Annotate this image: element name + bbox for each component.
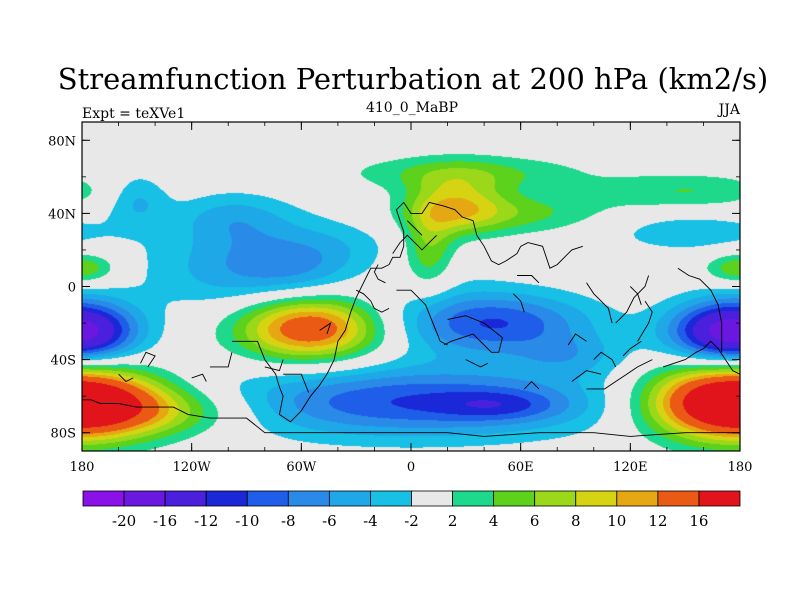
coastline <box>586 282 613 324</box>
colorbar-box <box>287 490 330 507</box>
coastline <box>443 315 503 353</box>
x-tick-label: 0 <box>407 460 415 475</box>
colorbar-label: 6 <box>530 512 540 530</box>
center-string: 410_0_MaBP <box>366 100 458 116</box>
coastline <box>567 333 587 346</box>
coastline <box>191 373 207 382</box>
x-tick-label: 180 <box>728 460 753 475</box>
plot-title: Streamfunction Perturbation at 200 hPa (… <box>58 62 768 96</box>
coastline <box>663 340 741 375</box>
colorbar-label: -8 <box>281 512 296 530</box>
coastline <box>593 351 617 368</box>
colorbar-box <box>493 490 536 507</box>
coastline <box>517 275 540 284</box>
coastline <box>231 201 583 423</box>
colorbar-label: 12 <box>648 512 667 530</box>
coastline <box>283 373 310 393</box>
streamfunction-field <box>82 122 740 451</box>
colorbar-box <box>205 490 248 507</box>
x-tick-label: 120W <box>173 460 212 475</box>
coastline <box>356 289 390 313</box>
map-panel <box>81 121 741 452</box>
coastline <box>140 351 156 368</box>
colorbar-label: -6 <box>322 512 337 530</box>
colorbar-label: -20 <box>112 512 136 530</box>
x-tick-label: 180 <box>70 460 95 475</box>
y-tick-label: 0 <box>68 281 76 296</box>
colorbar-label: -12 <box>194 512 218 530</box>
coastline <box>406 220 423 236</box>
coastline <box>82 399 740 437</box>
coastline <box>615 275 650 324</box>
coastline <box>264 359 284 372</box>
y-tick-label: 40N <box>48 207 76 222</box>
colorbar-box <box>82 490 125 507</box>
coastline <box>629 286 642 305</box>
right-string: JJA <box>717 102 741 118</box>
colorbar-label: -2 <box>404 512 419 530</box>
colorbar-label: 4 <box>489 512 499 530</box>
x-tick-label: 120E <box>613 460 647 475</box>
colorbar-box <box>328 490 371 507</box>
colorbar-box <box>698 490 741 507</box>
coastline <box>513 293 525 313</box>
coastline <box>396 289 448 346</box>
coastline <box>523 380 540 390</box>
y-tick-label: 40S <box>51 354 76 369</box>
left-string: Expt = teXVe1 <box>82 106 185 122</box>
colorbar-box <box>616 490 659 507</box>
colorbar-label: 2 <box>448 512 458 530</box>
coastline <box>465 359 488 368</box>
coastline <box>637 300 653 342</box>
colorbar-label: 16 <box>689 512 708 530</box>
coastline <box>586 359 653 390</box>
x-axis: 180 120W 60W 0 60E 120E 180 <box>70 122 753 475</box>
coastlines <box>82 201 741 437</box>
colorbar-box <box>657 490 700 507</box>
colorbar: -20 -16 -12 -10 -8 -6 -4 -2 2 4 6 8 10 12 16 <box>82 490 741 530</box>
coastline <box>677 267 723 353</box>
colorbar-box <box>575 490 618 507</box>
coastline <box>571 370 602 382</box>
colorbar-label: -10 <box>235 512 259 530</box>
colorbar-box <box>452 490 495 507</box>
coastline <box>319 321 332 335</box>
colorbar-box <box>534 490 577 507</box>
coastline <box>392 234 437 254</box>
colorbar-box <box>411 490 453 507</box>
coastline <box>622 340 642 357</box>
colorbar-box <box>246 490 289 507</box>
coastline <box>373 264 386 284</box>
x-tick-label: 60W <box>286 460 317 475</box>
x-tick-label: 60E <box>508 460 534 475</box>
colorbar-label: -16 <box>153 512 177 530</box>
coastline <box>118 373 134 383</box>
colorbar-box <box>164 490 207 507</box>
colorbar-box <box>123 490 166 507</box>
colorbar-label: 8 <box>571 512 581 530</box>
coastline <box>209 352 233 368</box>
y-axis: 80N 40N 0 40S 80S <box>48 134 740 442</box>
colorbar-label: 10 <box>607 512 626 530</box>
y-tick-label: 80S <box>51 427 76 442</box>
colorbar-box <box>370 490 412 507</box>
colorbar-label: -4 <box>363 512 378 530</box>
y-tick-label: 80N <box>48 134 76 149</box>
